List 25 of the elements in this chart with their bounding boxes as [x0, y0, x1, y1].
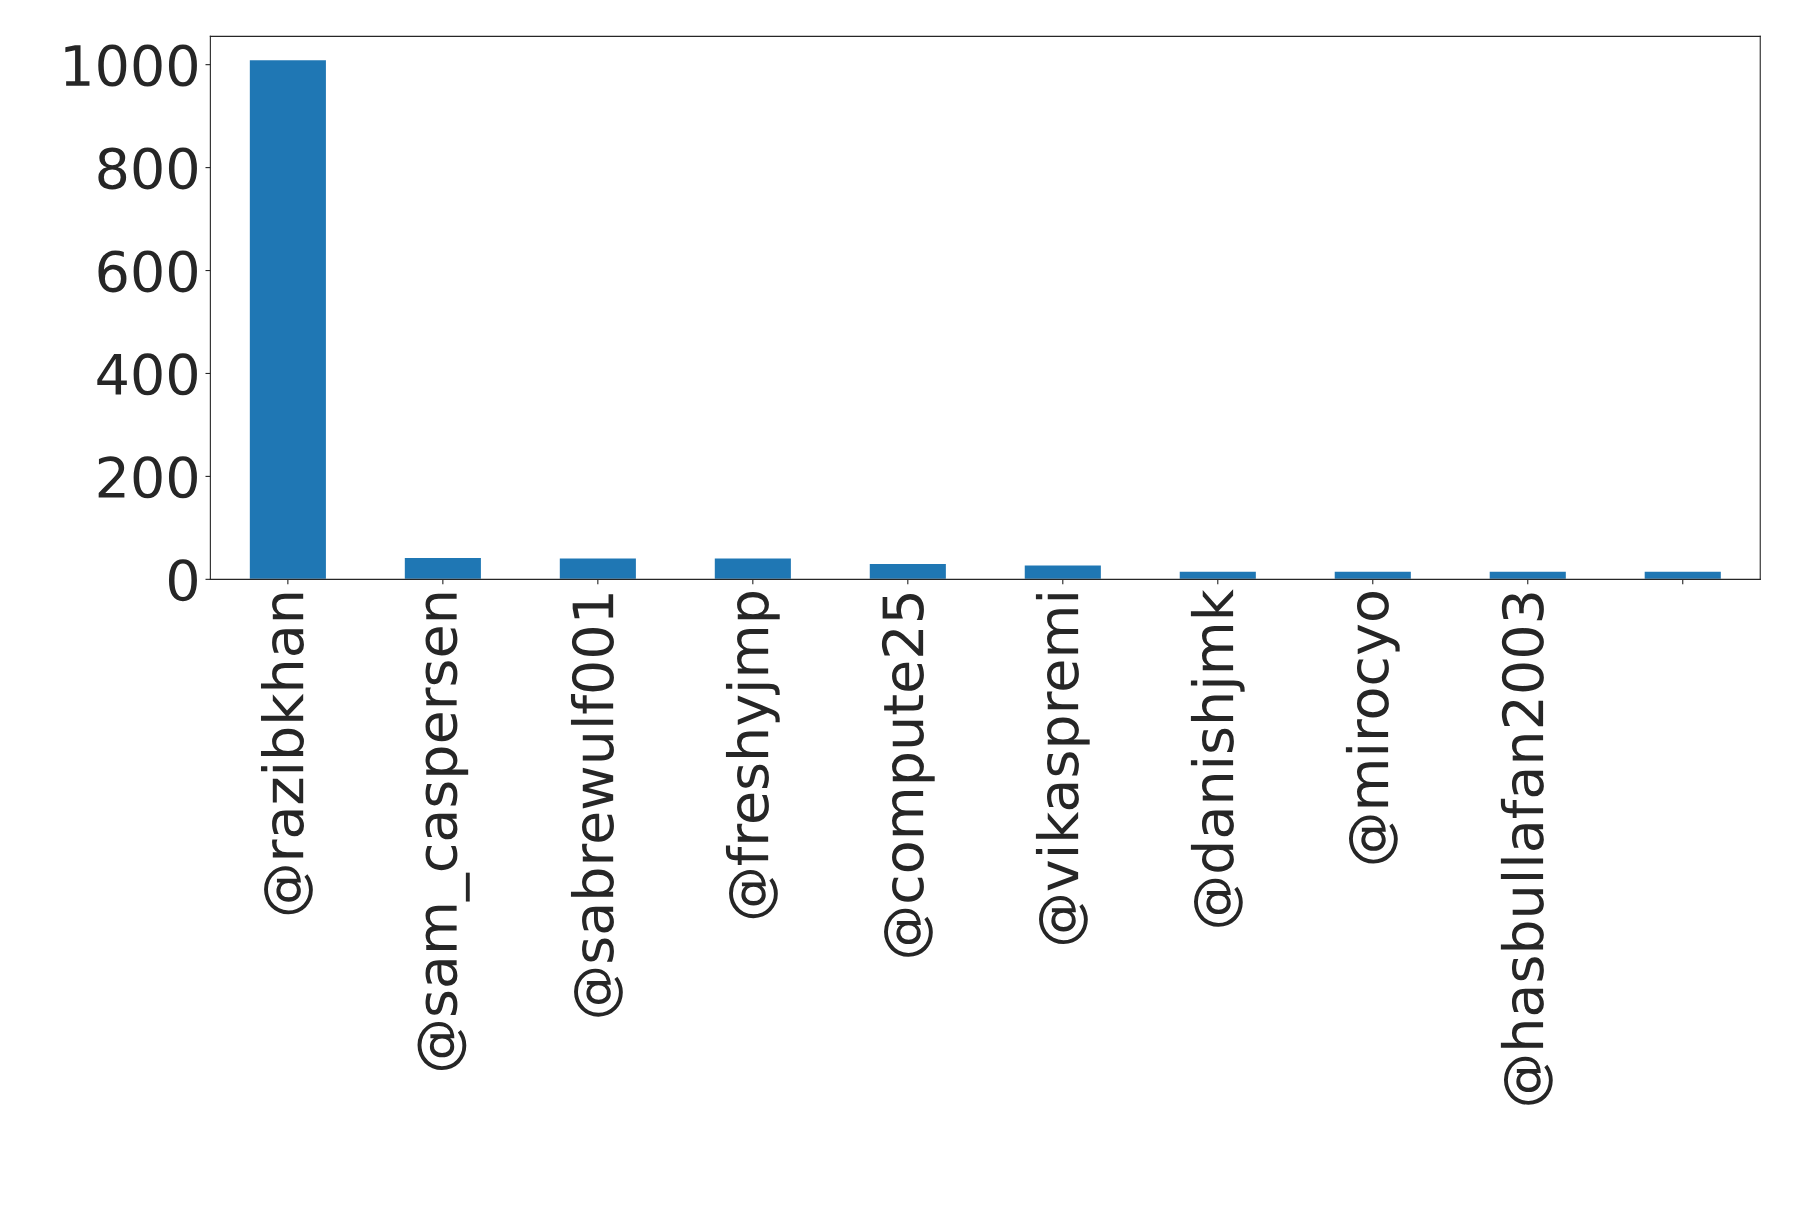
- bar: [1178, 570, 1258, 580]
- x-tick-label: @hasbullafan2003: [1500, 593, 1553, 1105]
- x-tick-label: @razibkhan: [260, 593, 313, 915]
- bar: [1333, 570, 1413, 580]
- y-tick-label: 400: [97, 353, 197, 396]
- bar: [1488, 570, 1568, 580]
- bar: [1023, 564, 1103, 580]
- x-tick-label: @mirocyo: [1345, 592, 1400, 864]
- x-tick-label: @danishjmk: [1190, 589, 1245, 927]
- y-tick-label: 1000: [65, 44, 197, 87]
- bar: [713, 557, 793, 580]
- x-tick-label: @vikaspremi: [1035, 594, 1090, 945]
- y-tick-label: 800: [98, 147, 197, 190]
- bar: [403, 556, 483, 580]
- y-tick-label: 200: [98, 456, 197, 499]
- x-tick-label: @freshyjmp: [725, 592, 780, 919]
- x-tick-label: @sabrewulf001: [570, 594, 623, 1017]
- x-tick-label: @compute25: [881, 593, 935, 957]
- y-tick-label: 600: [98, 250, 197, 293]
- bar: [248, 58, 328, 580]
- y-tick-label: 0: [168, 559, 197, 602]
- bar: [868, 562, 948, 580]
- bar: [558, 557, 638, 580]
- x-tick-label: @sam_caspersen: [417, 593, 470, 1070]
- bar: [1643, 570, 1723, 580]
